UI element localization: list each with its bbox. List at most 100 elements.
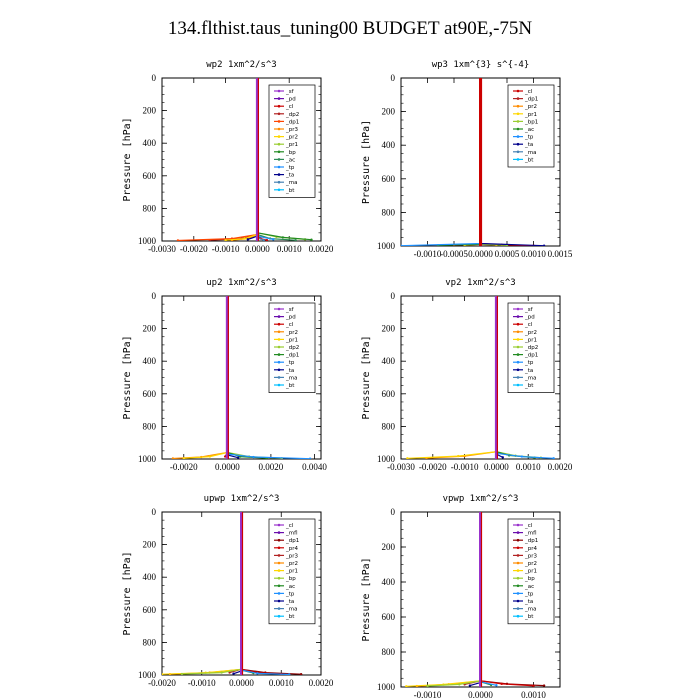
legend-label: _ta bbox=[285, 599, 294, 605]
legend-label: _mfl bbox=[285, 531, 298, 537]
legend-marker bbox=[277, 180, 281, 184]
series-point bbox=[180, 672, 184, 675]
y-tick-label: 200 bbox=[382, 107, 396, 117]
legend-label: _dp2 bbox=[285, 112, 299, 118]
y-axis-label: Pressure [hPa] bbox=[122, 551, 133, 635]
legend-marker bbox=[516, 315, 520, 318]
legend-marker bbox=[516, 104, 520, 108]
legend-label: _mfl bbox=[524, 531, 537, 537]
series-group bbox=[401, 78, 546, 246]
series-point bbox=[208, 455, 212, 458]
series-point bbox=[426, 684, 429, 687]
legend-marker bbox=[516, 353, 520, 356]
y-tick-label: 200 bbox=[143, 106, 157, 116]
series-point bbox=[272, 238, 275, 241]
legend-label: _ma bbox=[285, 607, 297, 613]
series-point bbox=[457, 454, 460, 458]
legend-label: _ta bbox=[524, 368, 533, 374]
legend-label: _dp1 bbox=[285, 538, 299, 544]
series-point bbox=[176, 239, 180, 241]
y-tick-label: 800 bbox=[143, 203, 157, 213]
legend-marker bbox=[277, 158, 281, 161]
y-tick-label: 1000 bbox=[138, 454, 157, 464]
series-line-pr1 bbox=[407, 296, 497, 459]
y-tick-label: 800 bbox=[143, 637, 157, 647]
legend-marker bbox=[516, 360, 520, 364]
legend-label: _bt bbox=[524, 614, 534, 620]
legend-marker bbox=[516, 127, 520, 131]
series-line-pr2 bbox=[426, 296, 497, 459]
y-tick-label: 400 bbox=[382, 140, 396, 150]
series-line-ta bbox=[469, 512, 482, 687]
series-line-pr1 bbox=[464, 78, 482, 246]
legend-marker bbox=[516, 135, 520, 138]
legend-marker bbox=[277, 345, 281, 349]
legend-label: _pr2 bbox=[285, 135, 298, 141]
legend-label: _cl bbox=[285, 104, 294, 110]
legend-label: _pr3 bbox=[285, 127, 299, 133]
x-tick-label: 0.0000 bbox=[229, 678, 254, 688]
y-tick-label: 600 bbox=[382, 389, 396, 399]
legend-marker bbox=[277, 554, 281, 557]
series-group bbox=[405, 512, 546, 687]
y-axis-label: Pressure [hPa] bbox=[361, 120, 372, 204]
legend-marker bbox=[277, 368, 281, 372]
legend-label: _cl bbox=[285, 322, 294, 328]
panel-title: vpwp 1xm^2/s^3 bbox=[443, 494, 519, 504]
legend-label: _dp1 bbox=[285, 353, 299, 359]
legend-marker bbox=[277, 592, 281, 595]
legend-marker bbox=[277, 89, 281, 93]
series-point bbox=[542, 244, 546, 246]
series-line-dp2 bbox=[209, 78, 258, 241]
x-tick-label: 0.0040 bbox=[302, 462, 327, 472]
legend-marker bbox=[277, 150, 281, 154]
series-line-tp bbox=[479, 512, 497, 686]
series-point bbox=[232, 672, 235, 675]
legend-marker bbox=[277, 576, 281, 580]
series-line-pr2 bbox=[172, 296, 228, 459]
x-tick-label: 0.0010 bbox=[521, 690, 546, 700]
y-tick-label: 0 bbox=[152, 507, 157, 517]
legend-label: _ma bbox=[524, 150, 536, 156]
legend-marker bbox=[516, 158, 520, 161]
legend-label: _dp2 bbox=[524, 345, 538, 351]
series-point bbox=[495, 684, 498, 687]
series-group bbox=[162, 512, 303, 675]
legend-label: _bt bbox=[524, 157, 534, 163]
y-axis-label: Pressure [hPa] bbox=[122, 335, 133, 419]
legend-marker bbox=[516, 345, 520, 349]
legend-label: _bp bbox=[285, 576, 296, 582]
y-tick-label: 600 bbox=[143, 605, 157, 615]
legend: _sf _pd_cl _pr2_pr1 _dp2 _dp1_tp _ta_ma _bt bbox=[507, 302, 555, 393]
legend-marker bbox=[516, 561, 520, 565]
legend-label: _dp2 bbox=[285, 345, 299, 351]
legend-label: _ta bbox=[285, 368, 294, 374]
x-tick-label: -0.0005 bbox=[440, 249, 468, 259]
y-tick-label: 0 bbox=[391, 291, 396, 301]
legend-marker bbox=[516, 97, 520, 100]
legend-marker bbox=[277, 173, 281, 176]
series-line-bp bbox=[427, 512, 482, 687]
x-tick-label: 0.0000 bbox=[215, 462, 240, 472]
legend-marker bbox=[516, 607, 520, 610]
legend-label: _pd bbox=[285, 315, 296, 321]
legend-marker bbox=[516, 112, 520, 116]
y-tick-label: 200 bbox=[143, 540, 157, 550]
legend-marker bbox=[277, 584, 281, 588]
legend-marker bbox=[277, 599, 281, 603]
series-point bbox=[500, 682, 503, 686]
panel-6: vpwp 1xm^2/s^3 Pressure [hPa] 0 200 400 600 80… bbox=[361, 494, 561, 700]
series-point bbox=[401, 244, 403, 246]
legend-label: _sf bbox=[524, 307, 534, 313]
series-point bbox=[299, 672, 303, 675]
x-tick-label: -0.0010 bbox=[212, 244, 240, 254]
series-line-ac bbox=[438, 78, 482, 246]
y-tick-label: 200 bbox=[143, 324, 157, 334]
legend-label: _bp bbox=[285, 150, 296, 156]
y-tick-label: 800 bbox=[382, 647, 396, 657]
x-tick-label: -0.0010 bbox=[414, 690, 442, 700]
series-point bbox=[262, 238, 265, 241]
legend-marker bbox=[277, 127, 281, 131]
legend-marker bbox=[516, 614, 520, 618]
legend-label: _tp bbox=[285, 165, 295, 171]
